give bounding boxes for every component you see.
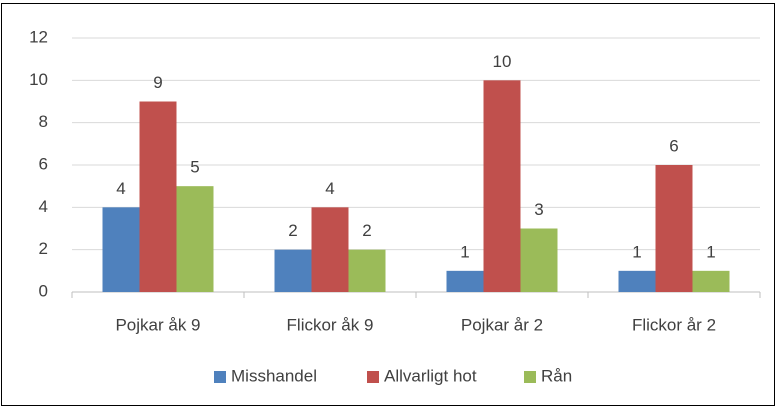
data-label: 1 [632,242,641,261]
y-tick-label: 12 [29,27,48,46]
y-tick-label: 6 [39,154,48,173]
data-label: 4 [325,179,334,198]
chart-border [1,3,775,406]
bar [176,186,214,292]
y-tick-label: 4 [39,197,48,216]
legend-label: Rån [541,366,572,385]
bar [618,270,656,292]
data-label: 5 [190,158,199,177]
data-label: 10 [493,52,512,71]
bar [520,228,558,292]
data-label: 2 [362,221,371,240]
legend-swatch [214,371,226,383]
legend-swatch [367,371,379,383]
legend-label: Allvarligt hot [384,366,477,385]
data-label: 6 [669,136,678,155]
bar [274,249,312,292]
bar [139,101,177,292]
data-label: 2 [288,221,297,240]
x-tick-label: Pojkar år 2 [461,315,543,334]
legend-swatch [524,371,536,383]
y-tick-label: 10 [29,70,48,89]
legend-label: Misshandel [231,366,317,385]
bar [692,270,730,292]
data-label: 4 [116,179,125,198]
bar [102,207,140,292]
y-tick-label: 2 [39,239,48,258]
bar [483,80,521,292]
bar [311,207,349,292]
x-tick-label: Flickor år 2 [632,315,716,334]
data-label: 9 [153,73,162,92]
x-tick-label: Flickor åk 9 [287,315,374,334]
data-label: 1 [706,242,715,261]
bar [655,165,693,292]
y-tick-label: 0 [39,281,48,300]
y-tick-label: 8 [39,112,48,131]
x-tick-label: Pojkar åk 9 [115,315,200,334]
data-label: 1 [460,242,469,261]
bar [446,270,484,292]
bar [348,249,386,292]
data-label: 3 [534,200,543,219]
